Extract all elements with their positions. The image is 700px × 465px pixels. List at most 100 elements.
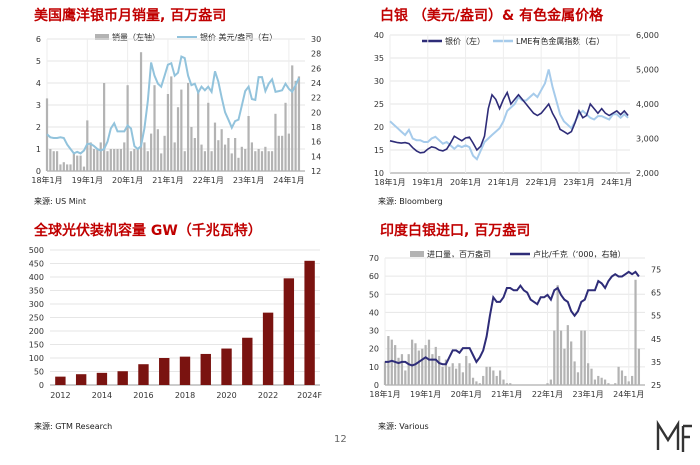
import-bar [546, 383, 549, 385]
y2-tick-label: 14 [311, 152, 321, 161]
import-bar [556, 285, 559, 385]
x-tick-label: 23年1月 [563, 177, 594, 187]
y-tick-label: 50 [369, 290, 379, 299]
sales-bar [163, 135, 166, 171]
import-bar [407, 354, 410, 385]
pv-capacity-chart: 0 50 100 150 200 250 300 350 400 450 500 2012 2014 20… [29, 246, 323, 400]
x-tick-label: 21年1月 [491, 389, 522, 399]
import-bar [600, 377, 603, 385]
legend-label: 销量（左轴） [112, 32, 160, 42]
y2-tick-label: 5,000 [636, 66, 659, 75]
y-tick-label: 10 [374, 169, 384, 178]
sales-bar [203, 151, 207, 171]
y-tick-label: 20 [369, 345, 379, 354]
import-bar [549, 379, 552, 385]
x-tick-label: 2016 [133, 391, 153, 400]
import-bar [566, 325, 569, 385]
import-bar [488, 366, 492, 385]
chart1-source: 来源: US Mint [34, 197, 87, 206]
y-tick-label: 400 [29, 273, 44, 282]
legend-label: LME有色金属指数（右） [516, 36, 604, 46]
sales-bar [170, 76, 173, 171]
sales-bar [220, 129, 223, 171]
legend-bar-swatch [410, 251, 424, 257]
pv-capacity-bar [55, 376, 66, 385]
y-tick-label: 60 [369, 272, 379, 281]
x-tick-label: 23年1月 [233, 175, 264, 185]
sales-bar [103, 83, 106, 171]
x-tick-label: 19年1月 [412, 177, 443, 187]
sales-bar [186, 83, 190, 171]
import-bar [603, 379, 607, 385]
y-tick-label: 1 [36, 145, 41, 154]
chart1-legend: 销量（左轴） 银价 美元/盎司（右） [95, 32, 277, 42]
chart3-source: 来源: GTM Research [34, 422, 113, 431]
sales-bar [247, 116, 250, 171]
import-bar [421, 348, 424, 385]
x-tick-label: 22年1月 [532, 389, 563, 399]
x-tick-label: 20年1月 [112, 175, 143, 185]
x-tick-label: 22年1月 [193, 175, 224, 185]
x-tick-label: 2014 [92, 391, 112, 400]
chart1-title: 美国鹰洋银币月销量, 百万盎司 [34, 8, 227, 24]
sales-bar [113, 149, 116, 171]
import-bar [617, 366, 620, 385]
sales-bar [79, 155, 82, 171]
sales-bar [126, 85, 129, 171]
y-tick-label: 30 [374, 77, 384, 86]
sales-bar [254, 151, 257, 171]
pv-capacity-bar [221, 348, 232, 385]
sales-bar [55, 151, 59, 171]
import-bar [468, 363, 471, 385]
sales-bar [223, 144, 227, 171]
import-bar [607, 383, 610, 385]
y-tick-label: 25 [374, 100, 384, 109]
y2-tick-label: 75 [651, 266, 661, 275]
import-bar [485, 366, 488, 385]
sales-bar [66, 164, 69, 171]
pv-capacity-bar [242, 337, 253, 385]
x-tick-label: 2020 [216, 391, 236, 400]
sales-bar [160, 153, 163, 171]
lme-index-line [389, 69, 629, 161]
sales-bar [230, 153, 233, 171]
y2-tick-label: 3,000 [636, 135, 659, 144]
sales-bar [92, 149, 96, 171]
import-bar [559, 330, 563, 385]
x-tick-label: 20年1月 [450, 177, 481, 187]
x-tick-label: 2012 [50, 391, 70, 400]
import-bar [498, 370, 502, 385]
sales-bar [153, 85, 156, 171]
import-bar [597, 375, 600, 385]
pv-capacity-bar [200, 353, 211, 385]
silver-price-line [389, 90, 629, 154]
y-tick-label: 3 [36, 101, 41, 110]
import-bar [620, 370, 624, 385]
sales-bar [291, 65, 294, 171]
sales-bar [106, 151, 109, 171]
sales-bar [234, 138, 237, 171]
sales-bar [139, 52, 143, 172]
import-bar [509, 383, 512, 385]
pv-capacity-bar [117, 371, 128, 385]
y-tick-label: 15 [374, 146, 384, 155]
chart2-legend: 银价（左） LME有色金属指数（右） [422, 36, 604, 46]
x-tick-label: 18年1月 [369, 389, 400, 399]
x-tick-label: 19年1月 [72, 175, 103, 185]
y-tick-label: 0 [36, 167, 41, 176]
y-tick-label: 40 [369, 308, 379, 317]
import-bar [563, 348, 566, 385]
pv-capacity-bar [304, 260, 315, 385]
sales-bar [287, 133, 290, 171]
y-tick-label: 4 [36, 79, 41, 88]
y2-tick-label: 30 [311, 35, 321, 44]
sales-bar [146, 151, 149, 171]
sales-bar [116, 149, 119, 171]
page-number: 12 [334, 434, 347, 445]
sales-bar [59, 164, 62, 171]
rupee-price-line [385, 270, 640, 367]
import-bar [383, 361, 387, 385]
import-bar [434, 346, 437, 385]
sales-bar [200, 144, 203, 171]
sales-bar [193, 138, 196, 171]
